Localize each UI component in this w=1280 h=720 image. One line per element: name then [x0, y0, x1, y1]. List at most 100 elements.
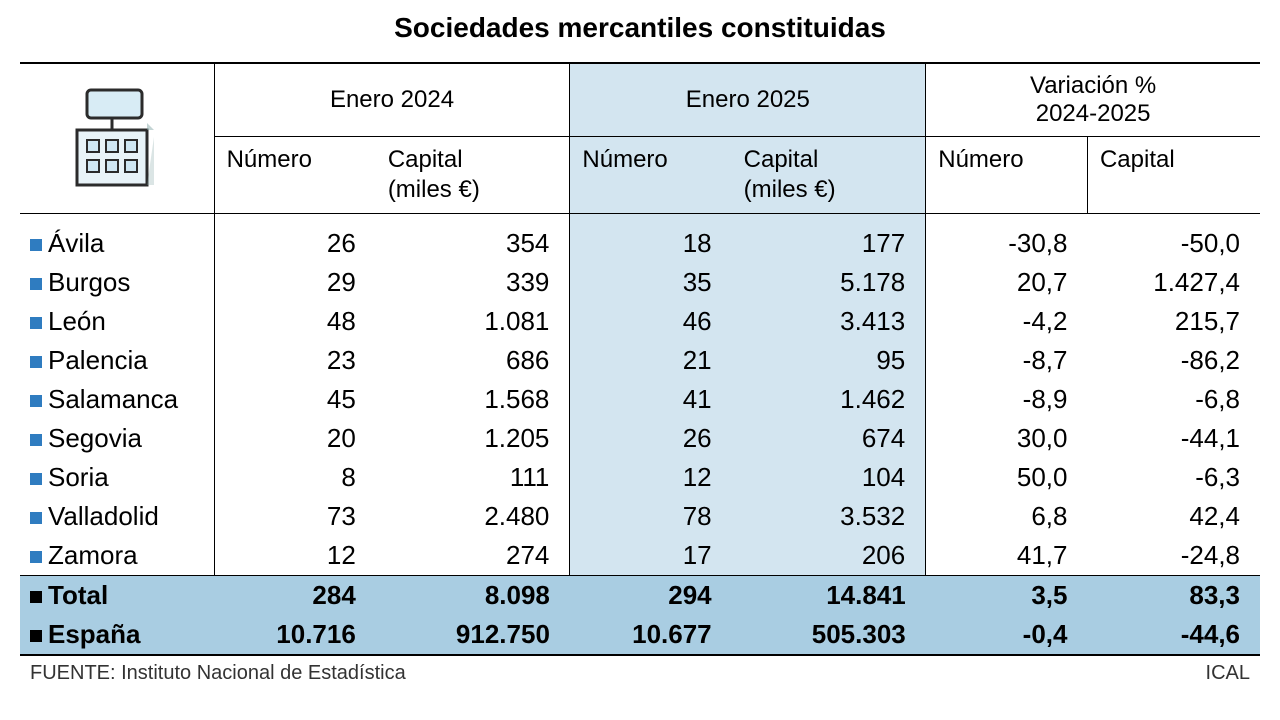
table-row: Ávila2635418177-30,8-50,0 — [20, 214, 1260, 264]
col-cap-var: Capital — [1087, 137, 1260, 214]
cell-num-2024: 26 — [214, 214, 376, 264]
table-total-row: España10.716912.75010.677505.303-0,4-44,… — [20, 615, 1260, 655]
table-row: Zamora122741720641,7-24,8 — [20, 536, 1260, 576]
cell-num-var: -8,7 — [926, 341, 1088, 380]
cell-num-2025: 12 — [570, 458, 732, 497]
data-table: Enero 2024 Enero 2025 Variación % 2024-2… — [20, 62, 1260, 656]
cell-cap-2024: 912.750 — [376, 615, 570, 655]
cell-num-var: 50,0 — [926, 458, 1088, 497]
credit-label: ICAL — [1206, 662, 1250, 685]
col-num-var: Número — [926, 137, 1088, 214]
cell-cap-var: -44,6 — [1087, 615, 1260, 655]
cell-num-var: -8,9 — [926, 380, 1088, 419]
cell-cap-2025: 206 — [732, 536, 926, 576]
cell-cap-var: 83,3 — [1087, 576, 1260, 616]
col-group-2025: Enero 2025 — [570, 63, 926, 137]
cell-num-2024: 20 — [214, 419, 376, 458]
cell-num-var: 3,5 — [926, 576, 1088, 616]
cell-cap-var: 1.427,4 — [1087, 263, 1260, 302]
cell-cap-var: -50,0 — [1087, 214, 1260, 264]
cell-cap-2024: 111 — [376, 458, 570, 497]
cell-num-2024: 284 — [214, 576, 376, 616]
table-header-groups: Enero 2024 Enero 2025 Variación % 2024-2… — [20, 63, 1260, 137]
footer: FUENTE: Instituto Nacional de Estadístic… — [20, 656, 1260, 685]
bullet-icon — [30, 356, 42, 368]
col-cap-2024: Capital (miles €) — [376, 137, 570, 214]
table-row: León481.081463.413-4,2215,7 — [20, 302, 1260, 341]
table-row: Segovia201.2052667430,0-44,1 — [20, 419, 1260, 458]
cell-num-2025: 26 — [570, 419, 732, 458]
cell-cap-2025: 177 — [732, 214, 926, 264]
cell-num-2025: 78 — [570, 497, 732, 536]
cell-cap-var: -6,8 — [1087, 380, 1260, 419]
variation-label-2: 2024-2025 — [1036, 100, 1151, 127]
cell-cap-var: 42,4 — [1087, 497, 1260, 536]
bullet-icon — [30, 278, 42, 290]
cell-num-2024: 29 — [214, 263, 376, 302]
cell-cap-2025: 3.413 — [732, 302, 926, 341]
cell-cap-2025: 5.178 — [732, 263, 926, 302]
cell-cap-2025: 95 — [732, 341, 926, 380]
bullet-icon — [30, 395, 42, 407]
row-label: Zamora — [20, 536, 214, 576]
cell-cap-2024: 1.205 — [376, 419, 570, 458]
cell-cap-var: -24,8 — [1087, 536, 1260, 576]
cell-cap-2024: 2.480 — [376, 497, 570, 536]
cell-num-2024: 73 — [214, 497, 376, 536]
bullet-icon — [30, 317, 42, 329]
row-label: Burgos — [20, 263, 214, 302]
cell-num-2024: 12 — [214, 536, 376, 576]
row-label: Soria — [20, 458, 214, 497]
col-cap-2025: Capital (miles €) — [732, 137, 926, 214]
row-label: Total — [20, 576, 214, 616]
bullet-icon — [30, 551, 42, 563]
bullet-icon — [30, 239, 42, 251]
cell-num-2025: 294 — [570, 576, 732, 616]
cell-num-2025: 21 — [570, 341, 732, 380]
cell-num-2024: 48 — [214, 302, 376, 341]
cell-cap-var: -44,1 — [1087, 419, 1260, 458]
row-label: Salamanca — [20, 380, 214, 419]
cell-cap-2024: 274 — [376, 536, 570, 576]
row-label: Segovia — [20, 419, 214, 458]
row-label: España — [20, 615, 214, 655]
bullet-icon — [30, 473, 42, 485]
cell-num-2024: 45 — [214, 380, 376, 419]
cell-cap-2025: 505.303 — [732, 615, 926, 655]
row-label: Valladolid — [20, 497, 214, 536]
col-group-variation: Variación % 2024-2025 — [926, 63, 1260, 137]
cell-num-var: -0,4 — [926, 615, 1088, 655]
col-group-2024: Enero 2024 — [214, 63, 570, 137]
bullet-icon — [30, 591, 42, 603]
col-num-2024: Número — [214, 137, 376, 214]
cell-cap-2024: 1.081 — [376, 302, 570, 341]
cell-cap-2024: 354 — [376, 214, 570, 264]
source-label: FUENTE: Instituto Nacional de Estadístic… — [30, 662, 406, 685]
cell-num-2025: 18 — [570, 214, 732, 264]
cell-num-2025: 35 — [570, 263, 732, 302]
bullet-icon — [30, 630, 42, 642]
cell-cap-2024: 1.568 — [376, 380, 570, 419]
col-num-2025: Número — [570, 137, 732, 214]
cell-num-var: 30,0 — [926, 419, 1088, 458]
cell-num-2024: 8 — [214, 458, 376, 497]
cell-cap-2025: 14.841 — [732, 576, 926, 616]
cell-num-var: 41,7 — [926, 536, 1088, 576]
cell-cap-2025: 674 — [732, 419, 926, 458]
page-title: Sociedades mercantiles constituidas — [20, 0, 1260, 62]
cell-num-2024: 23 — [214, 341, 376, 380]
table-total-row: Total2848.09829414.8413,583,3 — [20, 576, 1260, 616]
cell-num-var: 20,7 — [926, 263, 1088, 302]
cell-num-2025: 10.677 — [570, 615, 732, 655]
cell-cap-2024: 339 — [376, 263, 570, 302]
cell-num-2025: 46 — [570, 302, 732, 341]
cell-num-var: -4,2 — [926, 302, 1088, 341]
row-label: Palencia — [20, 341, 214, 380]
table-row: Soria81111210450,0-6,3 — [20, 458, 1260, 497]
cell-cap-2024: 686 — [376, 341, 570, 380]
cell-num-var: 6,8 — [926, 497, 1088, 536]
cell-cap-var: -86,2 — [1087, 341, 1260, 380]
cell-num-2025: 17 — [570, 536, 732, 576]
row-label: León — [20, 302, 214, 341]
building-icon — [20, 63, 214, 214]
